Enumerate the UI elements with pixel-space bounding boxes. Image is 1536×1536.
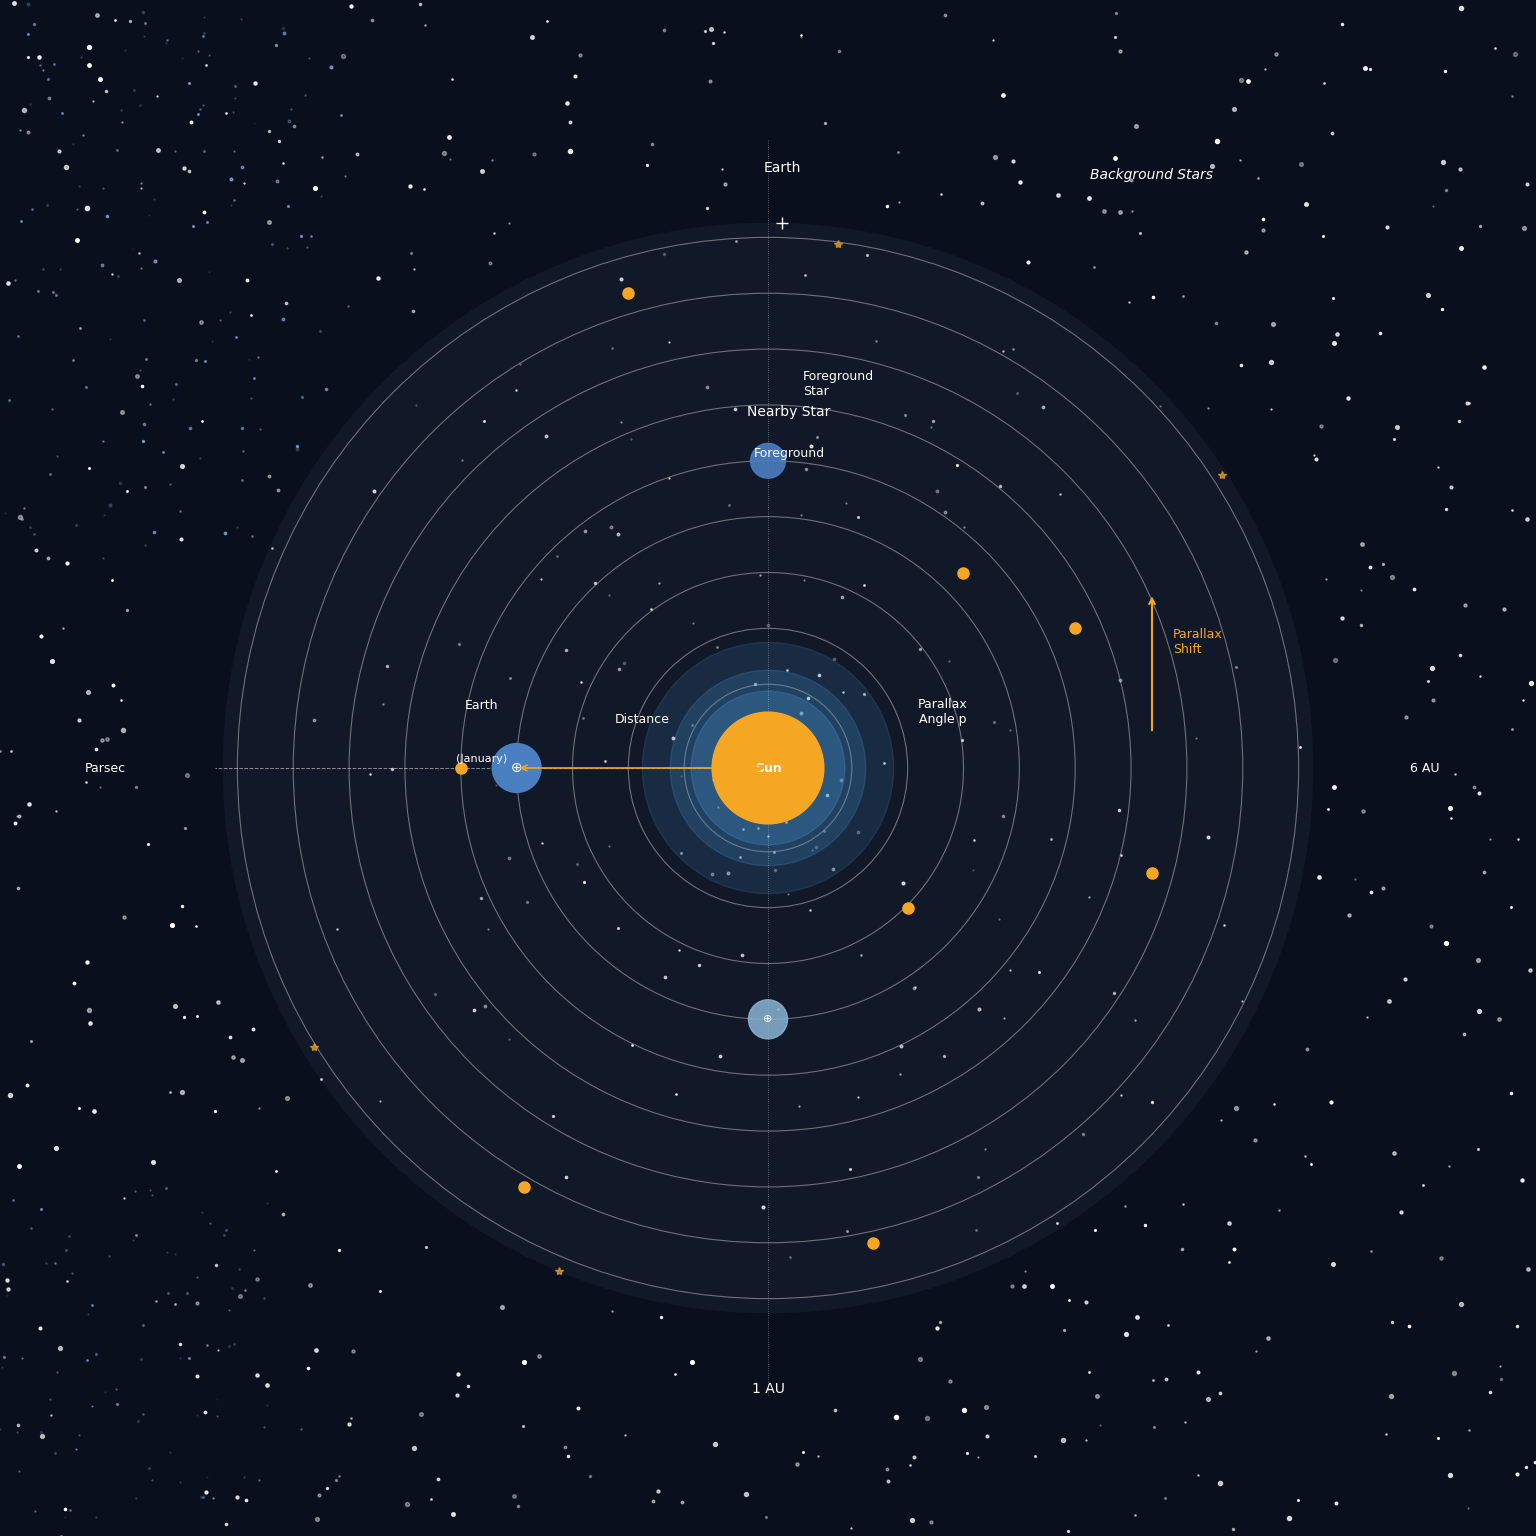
Circle shape bbox=[642, 642, 894, 894]
Text: Nearby Star: Nearby Star bbox=[746, 406, 831, 419]
Text: Parsec: Parsec bbox=[84, 762, 126, 774]
Text: ⊕: ⊕ bbox=[511, 760, 522, 776]
Circle shape bbox=[223, 223, 1313, 1313]
Text: ⊕: ⊕ bbox=[763, 1014, 773, 1025]
Text: Foreground: Foreground bbox=[753, 447, 825, 459]
Text: Parallax
Shift: Parallax Shift bbox=[1174, 628, 1223, 656]
Circle shape bbox=[691, 691, 845, 845]
Text: Earth: Earth bbox=[763, 161, 800, 175]
Circle shape bbox=[751, 444, 785, 478]
Text: Background Stars: Background Stars bbox=[1091, 167, 1213, 181]
Text: Earth: Earth bbox=[465, 699, 499, 713]
Text: Sun: Sun bbox=[754, 762, 782, 774]
Circle shape bbox=[492, 743, 541, 793]
Text: (January): (January) bbox=[456, 754, 507, 763]
Circle shape bbox=[670, 670, 866, 866]
Circle shape bbox=[713, 713, 823, 823]
Circle shape bbox=[748, 1000, 788, 1038]
Text: Distance: Distance bbox=[614, 713, 670, 727]
Text: 1 AU: 1 AU bbox=[751, 1382, 785, 1396]
Text: Parallax
Angle p: Parallax Angle p bbox=[917, 697, 968, 727]
Text: Foreground
Star: Foreground Star bbox=[803, 370, 874, 398]
Text: 6 AU: 6 AU bbox=[1410, 762, 1439, 774]
